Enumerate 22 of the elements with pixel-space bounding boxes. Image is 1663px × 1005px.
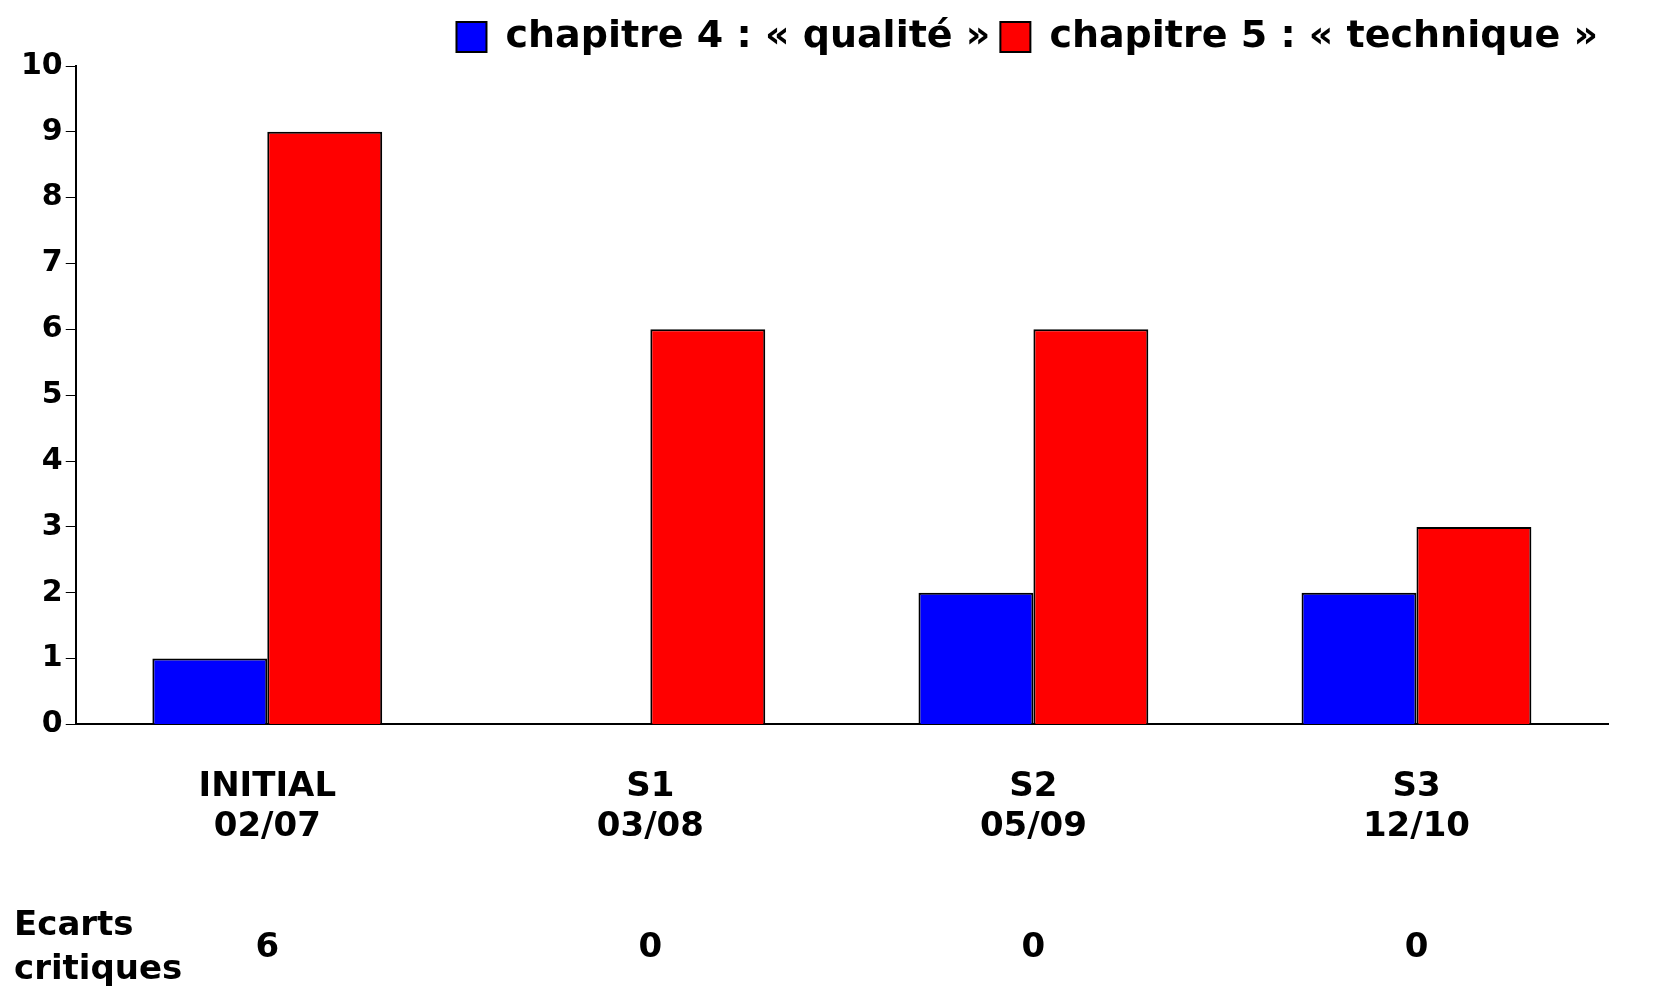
y-tick-label: 5 bbox=[41, 375, 63, 410]
legend-label: chapitre 4 : « qualité » bbox=[505, 11, 991, 56]
y-tick-label: 6 bbox=[41, 309, 63, 345]
y-tick-label: 1 bbox=[41, 638, 63, 674]
x-tick-label: INITIAL 02/07 bbox=[198, 763, 337, 845]
text: 0 bbox=[1404, 924, 1429, 965]
x-tick-label: S3 12/10 bbox=[1362, 763, 1470, 845]
y-tick-label: 2 bbox=[41, 572, 63, 608]
y-tick-label: 10 bbox=[21, 45, 63, 81]
y-tick-label: 8 bbox=[41, 177, 63, 213]
y-tick-label: 4 bbox=[41, 440, 63, 476]
legend-label: chapitre 5 : « technique » bbox=[1049, 11, 1598, 56]
y-tick-label: 0 bbox=[41, 704, 63, 740]
y-tick-label: 9 bbox=[41, 111, 63, 147]
text: 0 bbox=[638, 924, 663, 965]
y-tick-label: 3 bbox=[41, 506, 63, 542]
y-tick-label: 7 bbox=[41, 243, 63, 279]
x-tick-label: S2 05/09 bbox=[979, 763, 1087, 845]
text: 0 bbox=[1021, 924, 1046, 965]
x-tick-label: S1 03/08 bbox=[596, 763, 704, 845]
text: Ecarts critiques bbox=[14, 902, 183, 987]
text: 6 bbox=[255, 924, 280, 965]
